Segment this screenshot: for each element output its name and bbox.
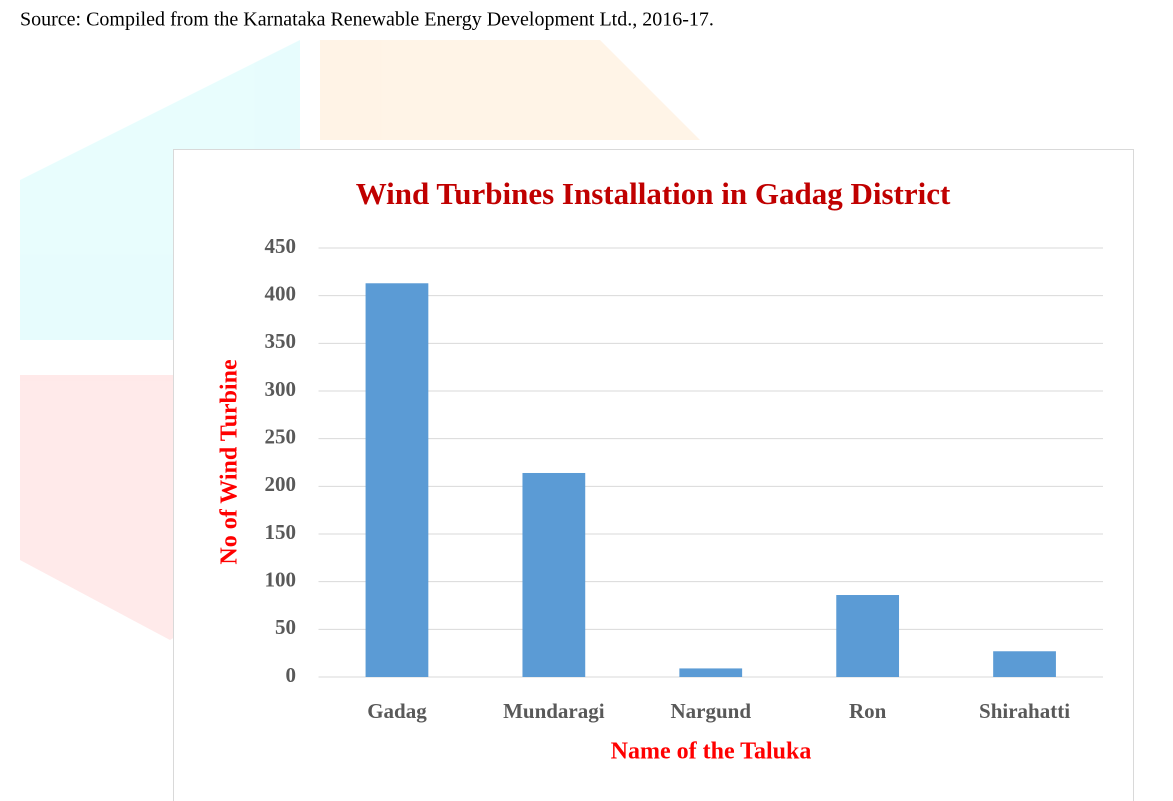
y-tick-label: 350 [265, 329, 297, 353]
y-tick-label: 150 [265, 520, 297, 544]
source-note: Source: Compiled from the Karnataka Rene… [20, 9, 714, 31]
page: Source: Compiled from the Karnataka Rene… [0, 0, 1173, 801]
x-tick-label: Shirahatti [979, 699, 1070, 723]
y-tick-label: 400 [265, 281, 297, 305]
y-tick-label: 200 [265, 472, 297, 496]
bar [993, 651, 1056, 677]
y-tick-label: 0 [286, 663, 297, 687]
bar [679, 668, 742, 677]
bar [522, 473, 585, 677]
x-tick-label: Mundaragi [503, 699, 605, 723]
y-tick-label: 100 [265, 567, 297, 591]
x-tick-label: Nargund [670, 699, 751, 723]
y-axis-label: No of Wind Turbine [217, 359, 243, 565]
x-tick-label: Gadag [367, 699, 427, 723]
y-tick-label: 450 [265, 234, 297, 258]
y-tick-label: 50 [275, 615, 296, 639]
y-tick-label: 300 [265, 377, 297, 401]
bar [366, 283, 429, 677]
x-axis-label: Name of the Taluka [611, 739, 812, 765]
bar [836, 595, 899, 677]
y-tick-label: 250 [265, 424, 297, 448]
x-tick-label: Ron [849, 699, 887, 723]
chart-title: Wind Turbines Installation in Gadag Dist… [356, 176, 951, 211]
